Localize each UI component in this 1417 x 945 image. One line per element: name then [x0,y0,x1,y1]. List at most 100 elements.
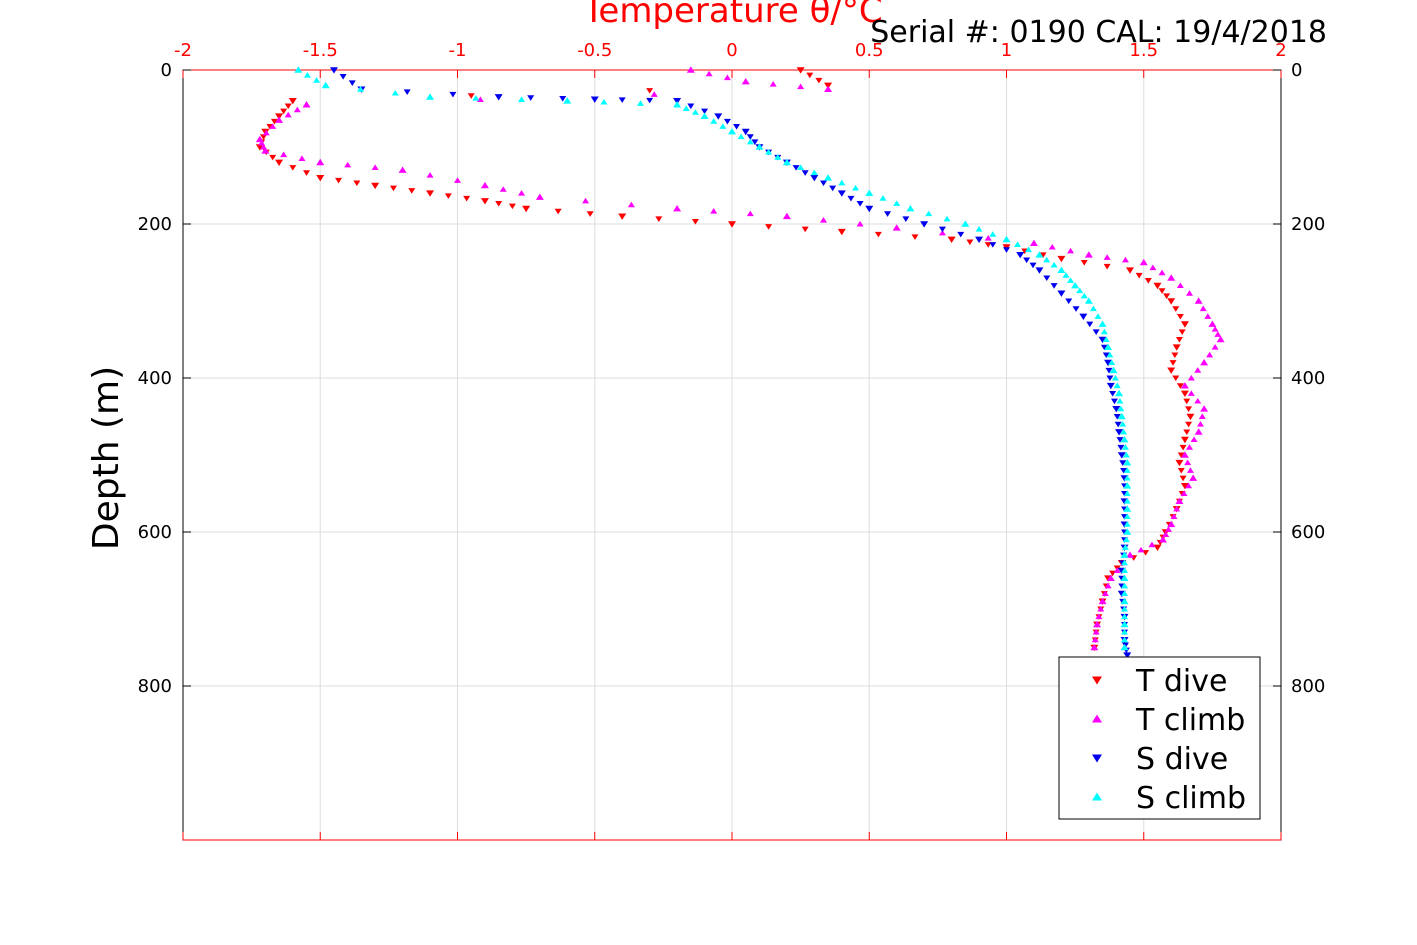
data-point [480,181,489,189]
data-point-fill [646,97,654,104]
data-point-fill [269,123,277,129]
data-point [618,213,627,220]
data-point [1180,321,1189,328]
y-axis-label: Depth (m) [86,366,127,550]
data-point [275,159,284,166]
data-point [975,236,984,243]
data-point [673,205,682,212]
data-point-fill [1162,531,1170,538]
data-point-fill [426,172,434,178]
data-point-fill [765,224,773,230]
data-point [741,128,750,136]
data-point-fill [1092,329,1100,335]
data-point [1035,251,1044,258]
data-point-fill [1121,613,1129,620]
data-point-fill [1043,256,1051,263]
data-point [782,212,791,220]
data-point-fill [1108,359,1116,366]
data-point-fill [737,133,745,140]
x-tick-label: -2 [174,40,192,61]
data-point-fill [1103,254,1111,260]
data-point-fill [1186,467,1194,473]
data-point-fill [984,242,992,248]
data-point-fill [1121,444,1129,450]
data-point [1172,344,1181,351]
data-point-fill [1072,306,1080,312]
data-point-fill [1172,375,1180,382]
data-point [1002,235,1011,243]
data-point [1106,382,1115,390]
data-point [398,166,407,173]
data-point-fill [829,185,837,192]
data-point-fill [1113,567,1121,573]
data-point-fill [1187,374,1195,381]
data-point-fill [820,180,827,187]
data-point-fill [335,177,343,184]
data-point [796,67,805,74]
data-point [494,94,503,101]
data-point-fill [1206,351,1214,358]
data-point [837,190,846,197]
data-point-fill [719,123,727,129]
data-point [1180,451,1189,458]
data-point [329,67,338,74]
data-point-fill [559,96,567,102]
data-point [1123,482,1132,489]
data-point-fill [467,93,475,99]
data-point-fill [815,77,823,84]
data-point [1175,497,1184,504]
y-tick-label-left: 400 [138,368,172,389]
data-point-fill [1119,421,1127,427]
data-point-fill [1067,277,1075,283]
data-point [1098,597,1107,605]
x-tick-label: 0 [726,40,737,61]
data-point [741,77,750,85]
data-point-fill [1103,263,1111,270]
data-point [865,205,874,213]
data-point-fill [627,201,635,208]
data-point-fill [1149,264,1157,271]
data-point [1112,406,1121,413]
data-point-fill [554,208,562,215]
data-point-fill [1123,467,1131,473]
data-point [1216,335,1225,343]
data-point-fill [710,208,718,214]
data-point-fill [1176,282,1184,289]
data-point [1120,551,1129,558]
legend-box [1058,656,1261,820]
data-point-fill [344,161,352,168]
data-point-fill [838,179,846,186]
data-point-fill [1179,475,1187,482]
data-point-fill [1158,288,1166,294]
data-point [906,205,915,212]
data-point-fill [1086,321,1094,328]
data-point-fill [280,108,288,115]
data-point [714,113,723,120]
data-point [1200,405,1209,412]
data-point [1115,429,1124,436]
data-point-fill [495,201,503,207]
data-point [1120,436,1129,443]
data-point-fill [655,216,663,223]
data-point-fill [797,83,805,90]
data-point [1120,597,1129,605]
data-point-fill [701,108,709,115]
data-point [673,101,682,108]
data-point-fill [1121,636,1129,643]
data-point [590,96,599,103]
data-point-fill [518,96,526,102]
legend-label: T climb [1135,703,1245,738]
data-point-fill [284,111,292,118]
data-point-fill [1116,397,1124,404]
data-point-fill [1185,421,1193,428]
data-point [824,85,833,93]
data-point [1084,297,1093,304]
y-tick-label-left: 0 [161,60,172,81]
data-point-fill [1183,429,1191,436]
data-point-fill [984,234,992,241]
data-point-fill [852,184,860,191]
data-point-fill [938,226,946,233]
data-point [1104,343,1113,350]
data-point-fill [765,148,773,155]
